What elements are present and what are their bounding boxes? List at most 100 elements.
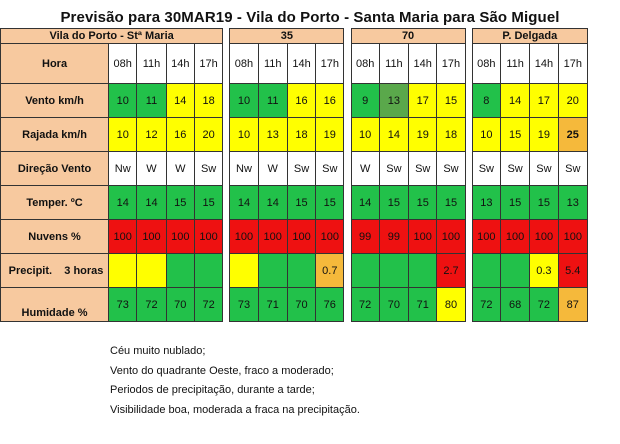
vento-cell: 14 (499, 83, 531, 118)
temper-cell: 13 (557, 185, 589, 220)
group-separator (343, 253, 352, 288)
vento-cell: 14 (165, 83, 195, 118)
precip-cell: 2.7 (436, 253, 466, 288)
row-vento: Vento km/h 10 11 14 18 10 11 16 16 9 13 17 15 8 14 17 20 (0, 83, 589, 118)
group-separator (222, 28, 231, 44)
rajada-cell: 12 (136, 117, 167, 152)
temper-cell: 15 (286, 185, 317, 220)
rajada-cell: 19 (529, 117, 559, 152)
precip-cell (378, 253, 410, 288)
nuvens-cell: 100 (499, 219, 531, 254)
nuvens-cell: 100 (471, 219, 501, 254)
hour-cell: 08h (108, 43, 138, 84)
vento-cell: 13 (378, 83, 410, 118)
hour-cell: 14h (165, 43, 195, 84)
location-header: 70 (350, 28, 466, 44)
rajada-cell: 16 (165, 117, 195, 152)
rajada-cell: 10 (108, 117, 138, 152)
vento-cell: 11 (257, 83, 288, 118)
group-separator (343, 287, 352, 322)
nuvens-cell: 100 (408, 219, 438, 254)
direcao-cell: Nw (108, 151, 138, 186)
row-label-humidade: Humidade % (0, 287, 110, 322)
direcao-cell: W (136, 151, 167, 186)
hour-cell: 17h (436, 43, 466, 84)
humidade-cell: 73 (229, 287, 259, 322)
row-label-direcao: Direção Vento (0, 151, 110, 186)
nuvens-cell: 100 (136, 219, 167, 254)
vento-cell: 15 (436, 83, 466, 118)
group-separator (343, 28, 352, 44)
nuvens-cell: 100 (257, 219, 288, 254)
humidade-cell: 72 (193, 287, 224, 322)
hour-cell: 17h (315, 43, 345, 84)
rajada-cell: 15 (499, 117, 531, 152)
group-separator (343, 219, 352, 254)
humidade-cell: 80 (436, 287, 466, 322)
nuvens-cell: 100 (286, 219, 317, 254)
precip-cell: 0.3 (529, 253, 559, 288)
temper-cell: 14 (136, 185, 167, 220)
precip-cell (136, 253, 167, 288)
row-humidade: Humidade % 73 72 70 72 73 71 70 76 72 70 71 80 72 68 72… (0, 287, 589, 322)
rajada-cell: 10 (229, 117, 259, 152)
direcao-cell: W (257, 151, 288, 186)
row-rajada: Rajada km/h 10 12 16 20 10 13 18 19 10 14 19 18 10 15 1… (0, 117, 589, 152)
precip-cell: 0.7 (315, 253, 345, 288)
humidade-cell: 70 (378, 287, 410, 322)
humidade-cell: 73 (108, 287, 138, 322)
humidade-cell: 87 (557, 287, 589, 322)
hour-cell: 08h (471, 43, 501, 84)
forecast-title: Previsão para 30MAR19 - Vila do Porto - … (60, 9, 560, 26)
group-separator (222, 185, 231, 220)
group-separator (343, 43, 352, 84)
humidade-cell: 72 (136, 287, 167, 322)
precip-cell (499, 253, 531, 288)
temper-cell: 15 (165, 185, 195, 220)
precip-cell (193, 253, 224, 288)
direcao-cell: W (350, 151, 380, 186)
direcao-cell: Sw (286, 151, 317, 186)
temper-cell: 15 (499, 185, 531, 220)
rajada-cell: 18 (436, 117, 466, 152)
group-separator (464, 83, 473, 118)
location-header-row: Vila do Porto - Stª Maria 35 70 P. Delgada (0, 28, 589, 44)
precip-cell (229, 253, 259, 288)
temper-cell: 15 (315, 185, 345, 220)
rajada-cell: 19 (315, 117, 345, 152)
vento-cell: 11 (136, 83, 167, 118)
group-separator (464, 151, 473, 186)
rajada-cell: 19 (408, 117, 438, 152)
temper-cell: 15 (436, 185, 466, 220)
humidade-cell: 71 (408, 287, 438, 322)
vento-cell: 20 (557, 83, 589, 118)
direcao-cell: Sw (499, 151, 531, 186)
temper-cell: 14 (108, 185, 138, 220)
note-line: Periodos de precipitação, durante a tard… (110, 384, 315, 396)
group-separator (464, 43, 473, 84)
temper-cell: 13 (471, 185, 501, 220)
row-label-hora: Hora (0, 43, 110, 84)
row-label-vento: Vento km/h (0, 83, 110, 118)
precip-cell (408, 253, 438, 288)
temper-cell: 15 (193, 185, 224, 220)
note-line: Visibilidade boa, moderada a fraca na pr… (110, 403, 360, 416)
humidade-cell: 71 (257, 287, 288, 322)
group-separator (464, 185, 473, 220)
direcao-cell: Sw (471, 151, 501, 186)
nuvens-cell: 100 (108, 219, 138, 254)
hour-cell: 11h (378, 43, 410, 84)
precip-cell (257, 253, 288, 288)
direcao-cell: Sw (408, 151, 438, 186)
group-separator (464, 117, 473, 152)
temper-cell: 15 (408, 185, 438, 220)
group-separator (343, 117, 352, 152)
location-header: Vila do Porto - Stª Maria (0, 28, 224, 44)
group-separator (343, 83, 352, 118)
vento-cell: 16 (315, 83, 345, 118)
rajada-cell: 10 (350, 117, 380, 152)
nuvens-cell: 100 (315, 219, 345, 254)
nuvens-cell: 100 (165, 219, 195, 254)
nuvens-cell: 100 (529, 219, 559, 254)
row-nuvens: Nuvens % 100 100 100 100 100 100 100 100 99 99 100 1… (0, 219, 589, 254)
